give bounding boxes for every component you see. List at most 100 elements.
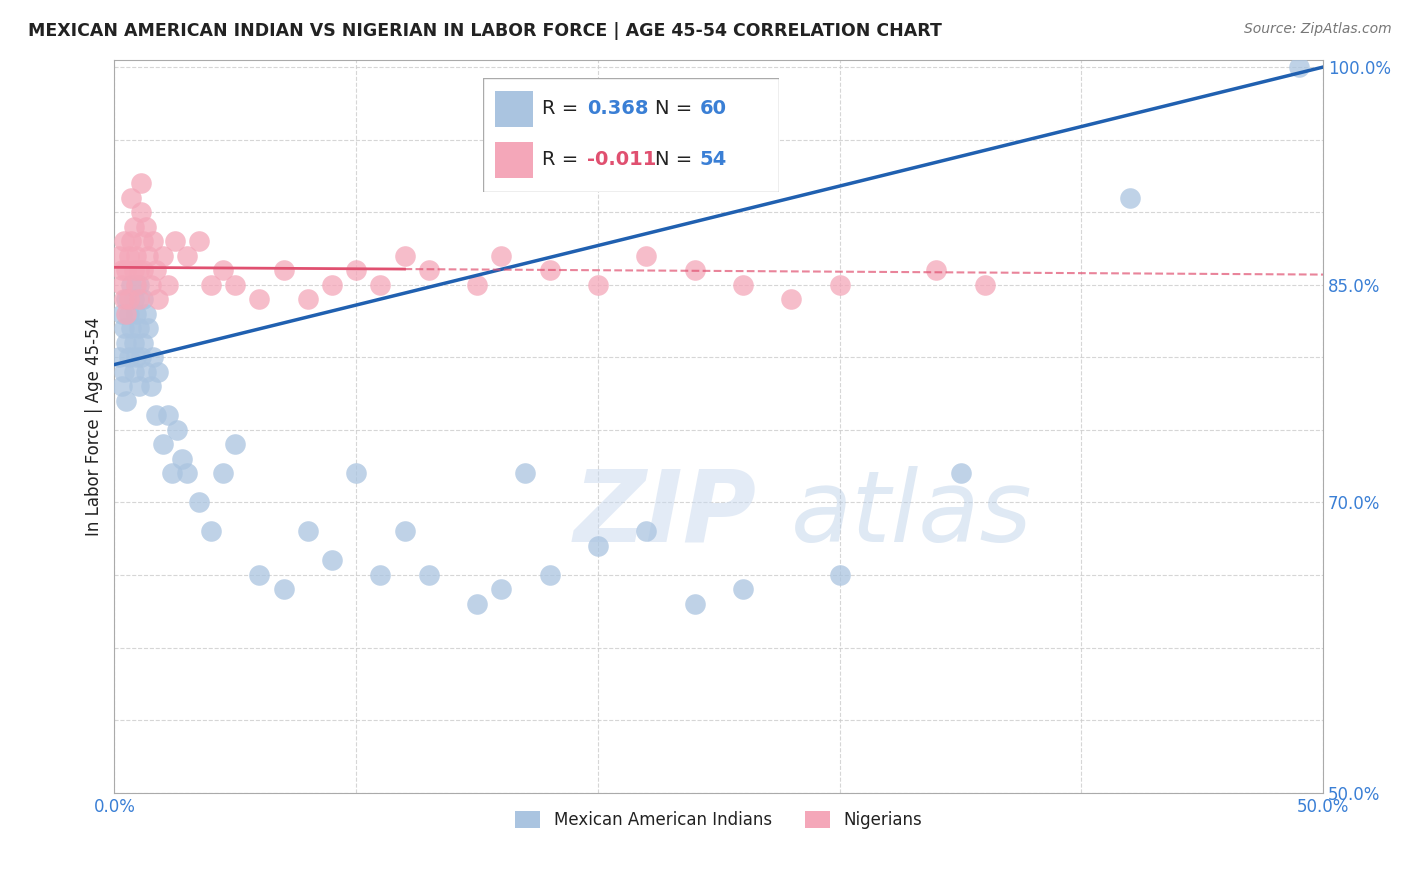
Point (586, 539, 609, 553)
Point (188, 234, 211, 248)
Point (731, 277, 754, 292)
Point (132, 263, 155, 277)
Point (125, 307, 148, 321)
Point (139, 379, 162, 393)
Point (115, 292, 138, 306)
Point (418, 568, 440, 582)
Point (120, 277, 142, 292)
Point (132, 234, 155, 248)
Point (176, 467, 198, 481)
Point (135, 365, 157, 379)
Point (166, 423, 188, 437)
Point (370, 568, 392, 582)
Point (108, 249, 131, 263)
Point (135, 307, 157, 321)
Point (489, 249, 512, 263)
Point (120, 234, 142, 248)
Point (297, 524, 319, 539)
Point (115, 335, 138, 350)
Point (111, 263, 134, 277)
Point (128, 263, 150, 277)
Point (139, 277, 162, 292)
Point (122, 335, 145, 350)
Point (146, 365, 169, 379)
Point (120, 191, 142, 205)
Point (145, 263, 167, 277)
Point (128, 292, 150, 306)
Point (122, 292, 145, 306)
Point (112, 234, 135, 248)
Point (321, 277, 343, 292)
Point (146, 292, 169, 306)
Point (132, 292, 155, 306)
Point (115, 307, 138, 321)
Point (828, 568, 851, 582)
Point (636, 249, 658, 263)
Point (128, 321, 150, 335)
Point (370, 277, 392, 292)
Point (122, 365, 145, 379)
Point (120, 321, 142, 335)
Point (1288, 60, 1310, 74)
Point (156, 409, 179, 423)
Point (108, 351, 131, 365)
Point (162, 467, 184, 481)
Point (489, 582, 512, 597)
Point (1119, 191, 1142, 205)
Point (118, 307, 141, 321)
Point (125, 249, 148, 263)
Point (212, 263, 235, 277)
Point (273, 263, 295, 277)
Point (973, 277, 995, 292)
Point (142, 234, 165, 248)
Point (538, 568, 561, 582)
Point (176, 249, 198, 263)
Point (118, 249, 141, 263)
Point (465, 277, 488, 292)
Point (128, 379, 150, 393)
Point (129, 205, 152, 219)
Point (136, 249, 159, 263)
Point (249, 568, 271, 582)
Text: ZIP: ZIP (574, 466, 756, 563)
Point (115, 393, 138, 408)
Point (163, 234, 186, 248)
Point (128, 277, 150, 292)
Y-axis label: In Labor Force | Age 45-54: In Labor Force | Age 45-54 (86, 317, 103, 536)
Point (212, 467, 235, 481)
Point (142, 351, 165, 365)
Point (515, 467, 537, 481)
Point (344, 263, 367, 277)
Point (132, 335, 155, 350)
Point (731, 582, 754, 597)
Text: atlas: atlas (792, 466, 1033, 563)
Point (418, 263, 440, 277)
Point (111, 307, 134, 321)
Point (118, 292, 141, 306)
Point (925, 263, 948, 277)
Point (188, 495, 211, 509)
Point (273, 582, 295, 597)
Point (224, 437, 246, 451)
Point (111, 379, 134, 393)
Point (949, 467, 972, 481)
Point (780, 292, 803, 306)
Point (135, 219, 157, 234)
Point (125, 351, 148, 365)
Point (394, 249, 416, 263)
Point (152, 437, 174, 451)
Point (683, 263, 706, 277)
Point (156, 277, 179, 292)
Point (145, 409, 167, 423)
Point (828, 277, 851, 292)
Point (683, 597, 706, 611)
Point (111, 277, 134, 292)
Point (112, 292, 135, 306)
Point (125, 277, 148, 292)
Point (224, 277, 246, 292)
Point (122, 263, 145, 277)
Point (297, 292, 319, 306)
Point (152, 249, 174, 263)
Point (136, 321, 159, 335)
Point (122, 219, 145, 234)
